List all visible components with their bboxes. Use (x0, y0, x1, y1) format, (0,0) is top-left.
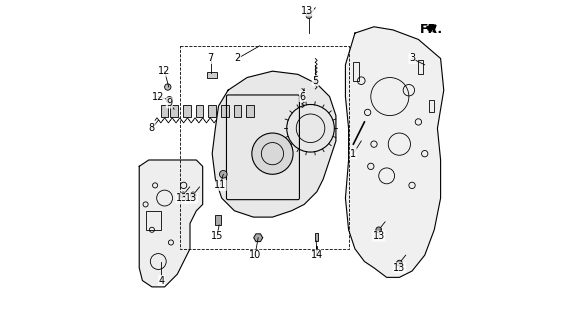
Text: 7: 7 (208, 53, 214, 63)
Text: 1: 1 (350, 149, 356, 159)
Text: 13: 13 (185, 193, 198, 203)
Circle shape (252, 133, 293, 174)
Text: 13: 13 (301, 6, 314, 16)
Text: 8: 8 (149, 123, 155, 133)
Bar (183, 105, 191, 116)
Circle shape (219, 171, 227, 178)
Circle shape (396, 260, 402, 266)
Text: 10: 10 (249, 250, 261, 260)
Text: 3: 3 (409, 53, 415, 63)
Bar (419, 60, 423, 74)
Circle shape (181, 192, 186, 198)
Text: FR.: FR. (420, 23, 443, 36)
Text: 5: 5 (312, 76, 318, 86)
Bar (215, 215, 221, 225)
Bar (234, 105, 241, 116)
Circle shape (190, 192, 196, 198)
Text: 12: 12 (159, 66, 171, 76)
Polygon shape (212, 71, 336, 217)
Text: 2: 2 (234, 53, 241, 63)
Bar (208, 105, 216, 116)
Bar (170, 105, 178, 116)
Bar (316, 246, 317, 251)
Bar (353, 62, 359, 81)
Text: 13: 13 (373, 231, 385, 241)
Text: 12: 12 (152, 92, 164, 101)
Circle shape (164, 84, 171, 90)
Bar (221, 105, 229, 116)
Polygon shape (254, 234, 262, 242)
Text: 13: 13 (393, 263, 406, 273)
Text: 6: 6 (300, 92, 305, 101)
Bar (315, 233, 318, 241)
Text: 9: 9 (166, 98, 173, 108)
Text: 4: 4 (159, 276, 164, 285)
Bar (196, 105, 203, 116)
Text: 11: 11 (214, 180, 226, 190)
Text: 15: 15 (211, 231, 223, 241)
Text: 13: 13 (176, 193, 188, 203)
Circle shape (166, 97, 173, 103)
Text: 14: 14 (311, 250, 323, 260)
Bar (430, 100, 434, 112)
Bar (146, 211, 161, 230)
Bar (161, 105, 168, 116)
Bar (247, 105, 254, 116)
Polygon shape (346, 27, 444, 277)
Circle shape (376, 227, 382, 233)
Bar (208, 72, 217, 77)
Circle shape (306, 13, 312, 19)
Polygon shape (139, 160, 203, 287)
